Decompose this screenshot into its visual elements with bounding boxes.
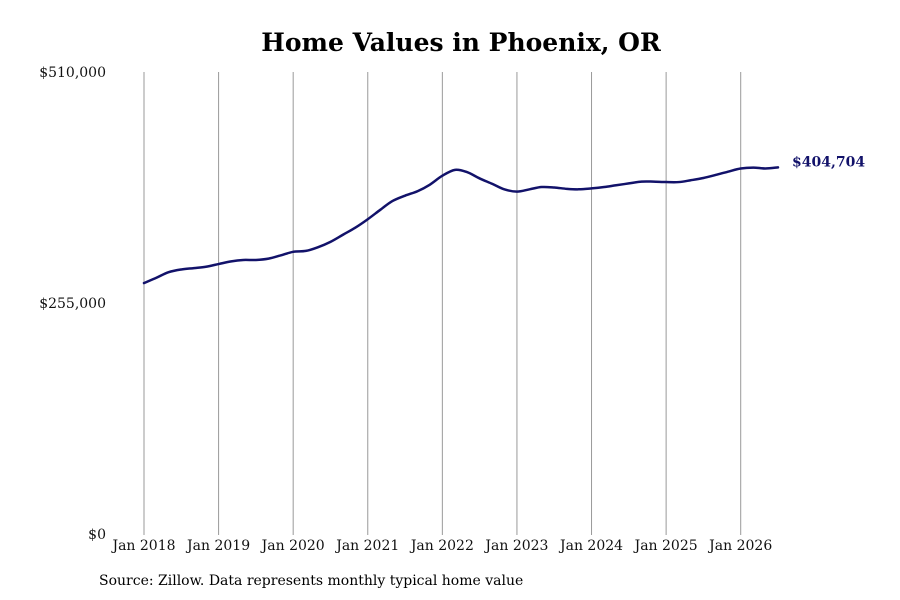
y-tick-label: $510,000	[39, 65, 106, 81]
x-tick-label: Jan 2024	[558, 538, 623, 554]
grid-lines	[143, 72, 742, 535]
series-lines	[142, 166, 780, 285]
x-tick-label: Jan 2022	[409, 538, 474, 554]
x-tick-label: Jan 2023	[483, 538, 548, 554]
x-tick-label: Jan 2019	[185, 538, 250, 554]
data-labels: $404,704	[792, 154, 865, 170]
chart-title: Home Values in Phoenix, OR	[261, 28, 661, 57]
x-tick-label: Jan 2020	[260, 538, 325, 554]
x-tick-label: Jan 2018	[110, 538, 175, 554]
x-axis-labels: Jan 2018 Jan 2019 Jan 2020 Jan 2021 Jan 2022…	[110, 538, 772, 554]
x-tick-label: Jan 2026	[707, 538, 772, 554]
y-tick-label: $255,000	[39, 296, 106, 312]
y-tick-label: $0	[88, 527, 106, 543]
source-note: Source: Zillow. Data represents monthly …	[99, 573, 524, 589]
x-tick-label: Jan 2025	[633, 538, 698, 554]
series-line	[142, 166, 780, 285]
y-axis-labels: $510,000 $255,000 $0	[39, 65, 106, 543]
end-value-label: $404,704	[792, 154, 865, 170]
x-tick-label: Jan 2021	[334, 538, 399, 554]
